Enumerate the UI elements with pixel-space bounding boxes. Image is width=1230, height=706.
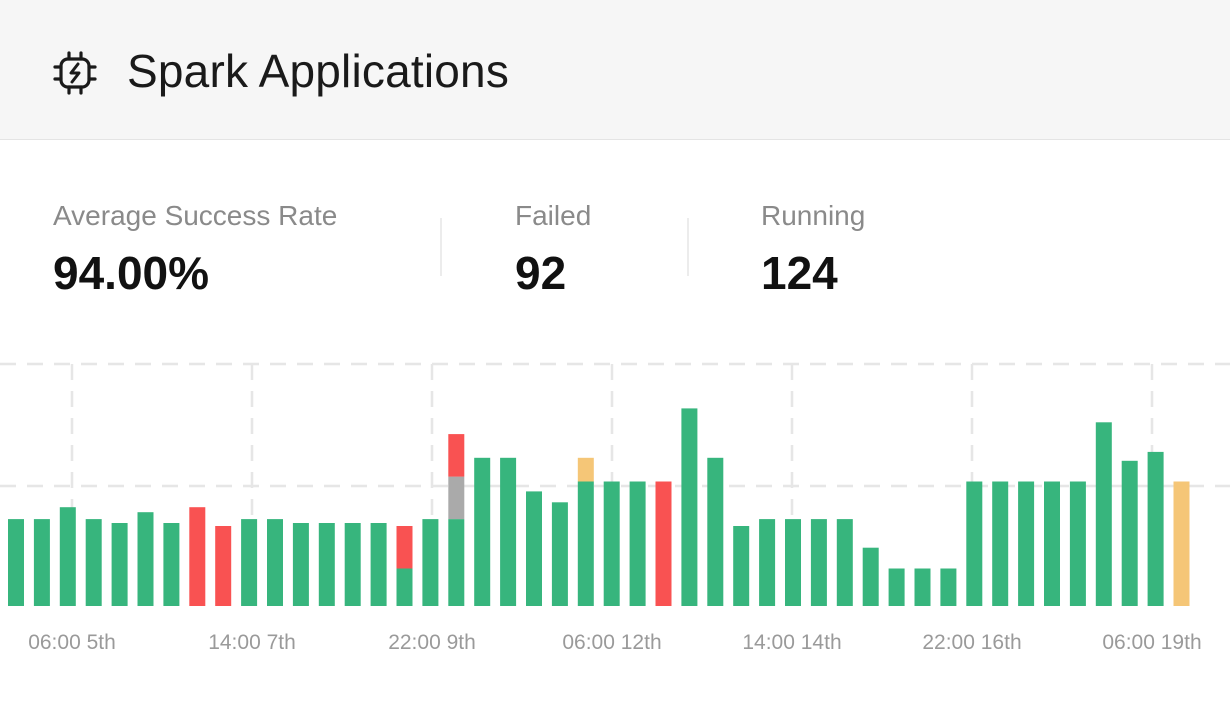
bar-success — [474, 457, 491, 606]
bar-success — [836, 519, 853, 606]
stat-success-rate-label: Average Success Rate — [53, 200, 338, 231]
bar-success — [1121, 460, 1138, 606]
x-tick-label: 22:00 9th — [388, 631, 476, 654]
bar-success — [396, 568, 413, 606]
x-tick-label: 22:00 16th — [922, 631, 1021, 654]
bar-running — [577, 457, 594, 482]
bar-success — [785, 519, 801, 606]
bar-success — [500, 457, 517, 606]
bar-success — [603, 481, 620, 606]
x-tick-label: 14:00 7th — [208, 631, 296, 654]
bar-failed — [396, 526, 413, 569]
bar-success — [344, 523, 361, 606]
bar-running — [1173, 481, 1190, 606]
x-tick-label: 06:00 19th — [1102, 631, 1201, 654]
page-header: Spark Applications — [0, 0, 1230, 140]
bar-success — [33, 519, 50, 606]
bar-success — [733, 526, 750, 606]
bar-failed — [655, 481, 672, 606]
bar-success — [629, 481, 646, 606]
bar-success — [448, 519, 465, 606]
bar-success — [292, 523, 309, 606]
bar-success — [888, 568, 905, 606]
bar-success — [577, 481, 594, 606]
page-title: Spark Applications — [127, 45, 510, 97]
bar-success — [422, 519, 439, 606]
bar-success — [85, 519, 102, 606]
stat-failed-value: 92 — [515, 247, 567, 299]
bar-success — [1069, 481, 1086, 606]
bar-success — [707, 457, 724, 606]
bar-success — [59, 507, 76, 606]
bar-success — [1095, 422, 1112, 606]
bar-success — [914, 568, 931, 606]
stat-failed-label: Failed — [515, 200, 592, 231]
bar-success — [1018, 481, 1035, 606]
bar-success — [370, 523, 387, 606]
stat-success-rate-value: 94.00% — [53, 247, 210, 299]
bar-success — [137, 512, 154, 606]
bar-failed — [189, 507, 206, 606]
stat-success-rate: Average Success Rate 94.00% — [53, 200, 337, 300]
applications-bar-chart: 06:00 5th 14:00 7th 22:00 9th 06:00 12th 14:… — [0, 362, 1230, 654]
x-tick-label: 14:00 14th — [742, 631, 841, 654]
bar-success — [966, 481, 983, 606]
bar-success — [8, 519, 24, 606]
stat-divider — [687, 218, 689, 276]
stat-running-value: 124 — [761, 247, 838, 299]
bar-success — [940, 568, 957, 606]
stat-failed: Failed 92 — [515, 200, 591, 300]
bar-success — [810, 519, 827, 606]
spark-chip-icon — [53, 51, 97, 95]
bar-success — [111, 523, 128, 606]
bar-success — [241, 519, 258, 606]
stat-divider — [440, 218, 442, 276]
bar-success — [318, 523, 335, 606]
x-tick-label: 06:00 12th — [562, 631, 661, 654]
bar-success — [1147, 451, 1164, 606]
bar-success — [681, 408, 698, 606]
bar-failed — [448, 434, 465, 477]
bar-success — [267, 519, 283, 606]
bar-success — [526, 491, 542, 606]
bar-success — [759, 519, 776, 606]
bar-success — [163, 523, 180, 606]
bar-success — [551, 502, 568, 606]
bar-cancelled — [448, 476, 465, 520]
stat-running: Running 124 — [761, 200, 865, 300]
bar-failed — [215, 526, 232, 606]
bar-success — [1044, 481, 1060, 606]
stat-running-label: Running — [761, 200, 866, 231]
bar-success — [992, 481, 1009, 606]
bar-success — [862, 547, 879, 606]
x-tick-label: 06:00 5th — [28, 631, 116, 654]
